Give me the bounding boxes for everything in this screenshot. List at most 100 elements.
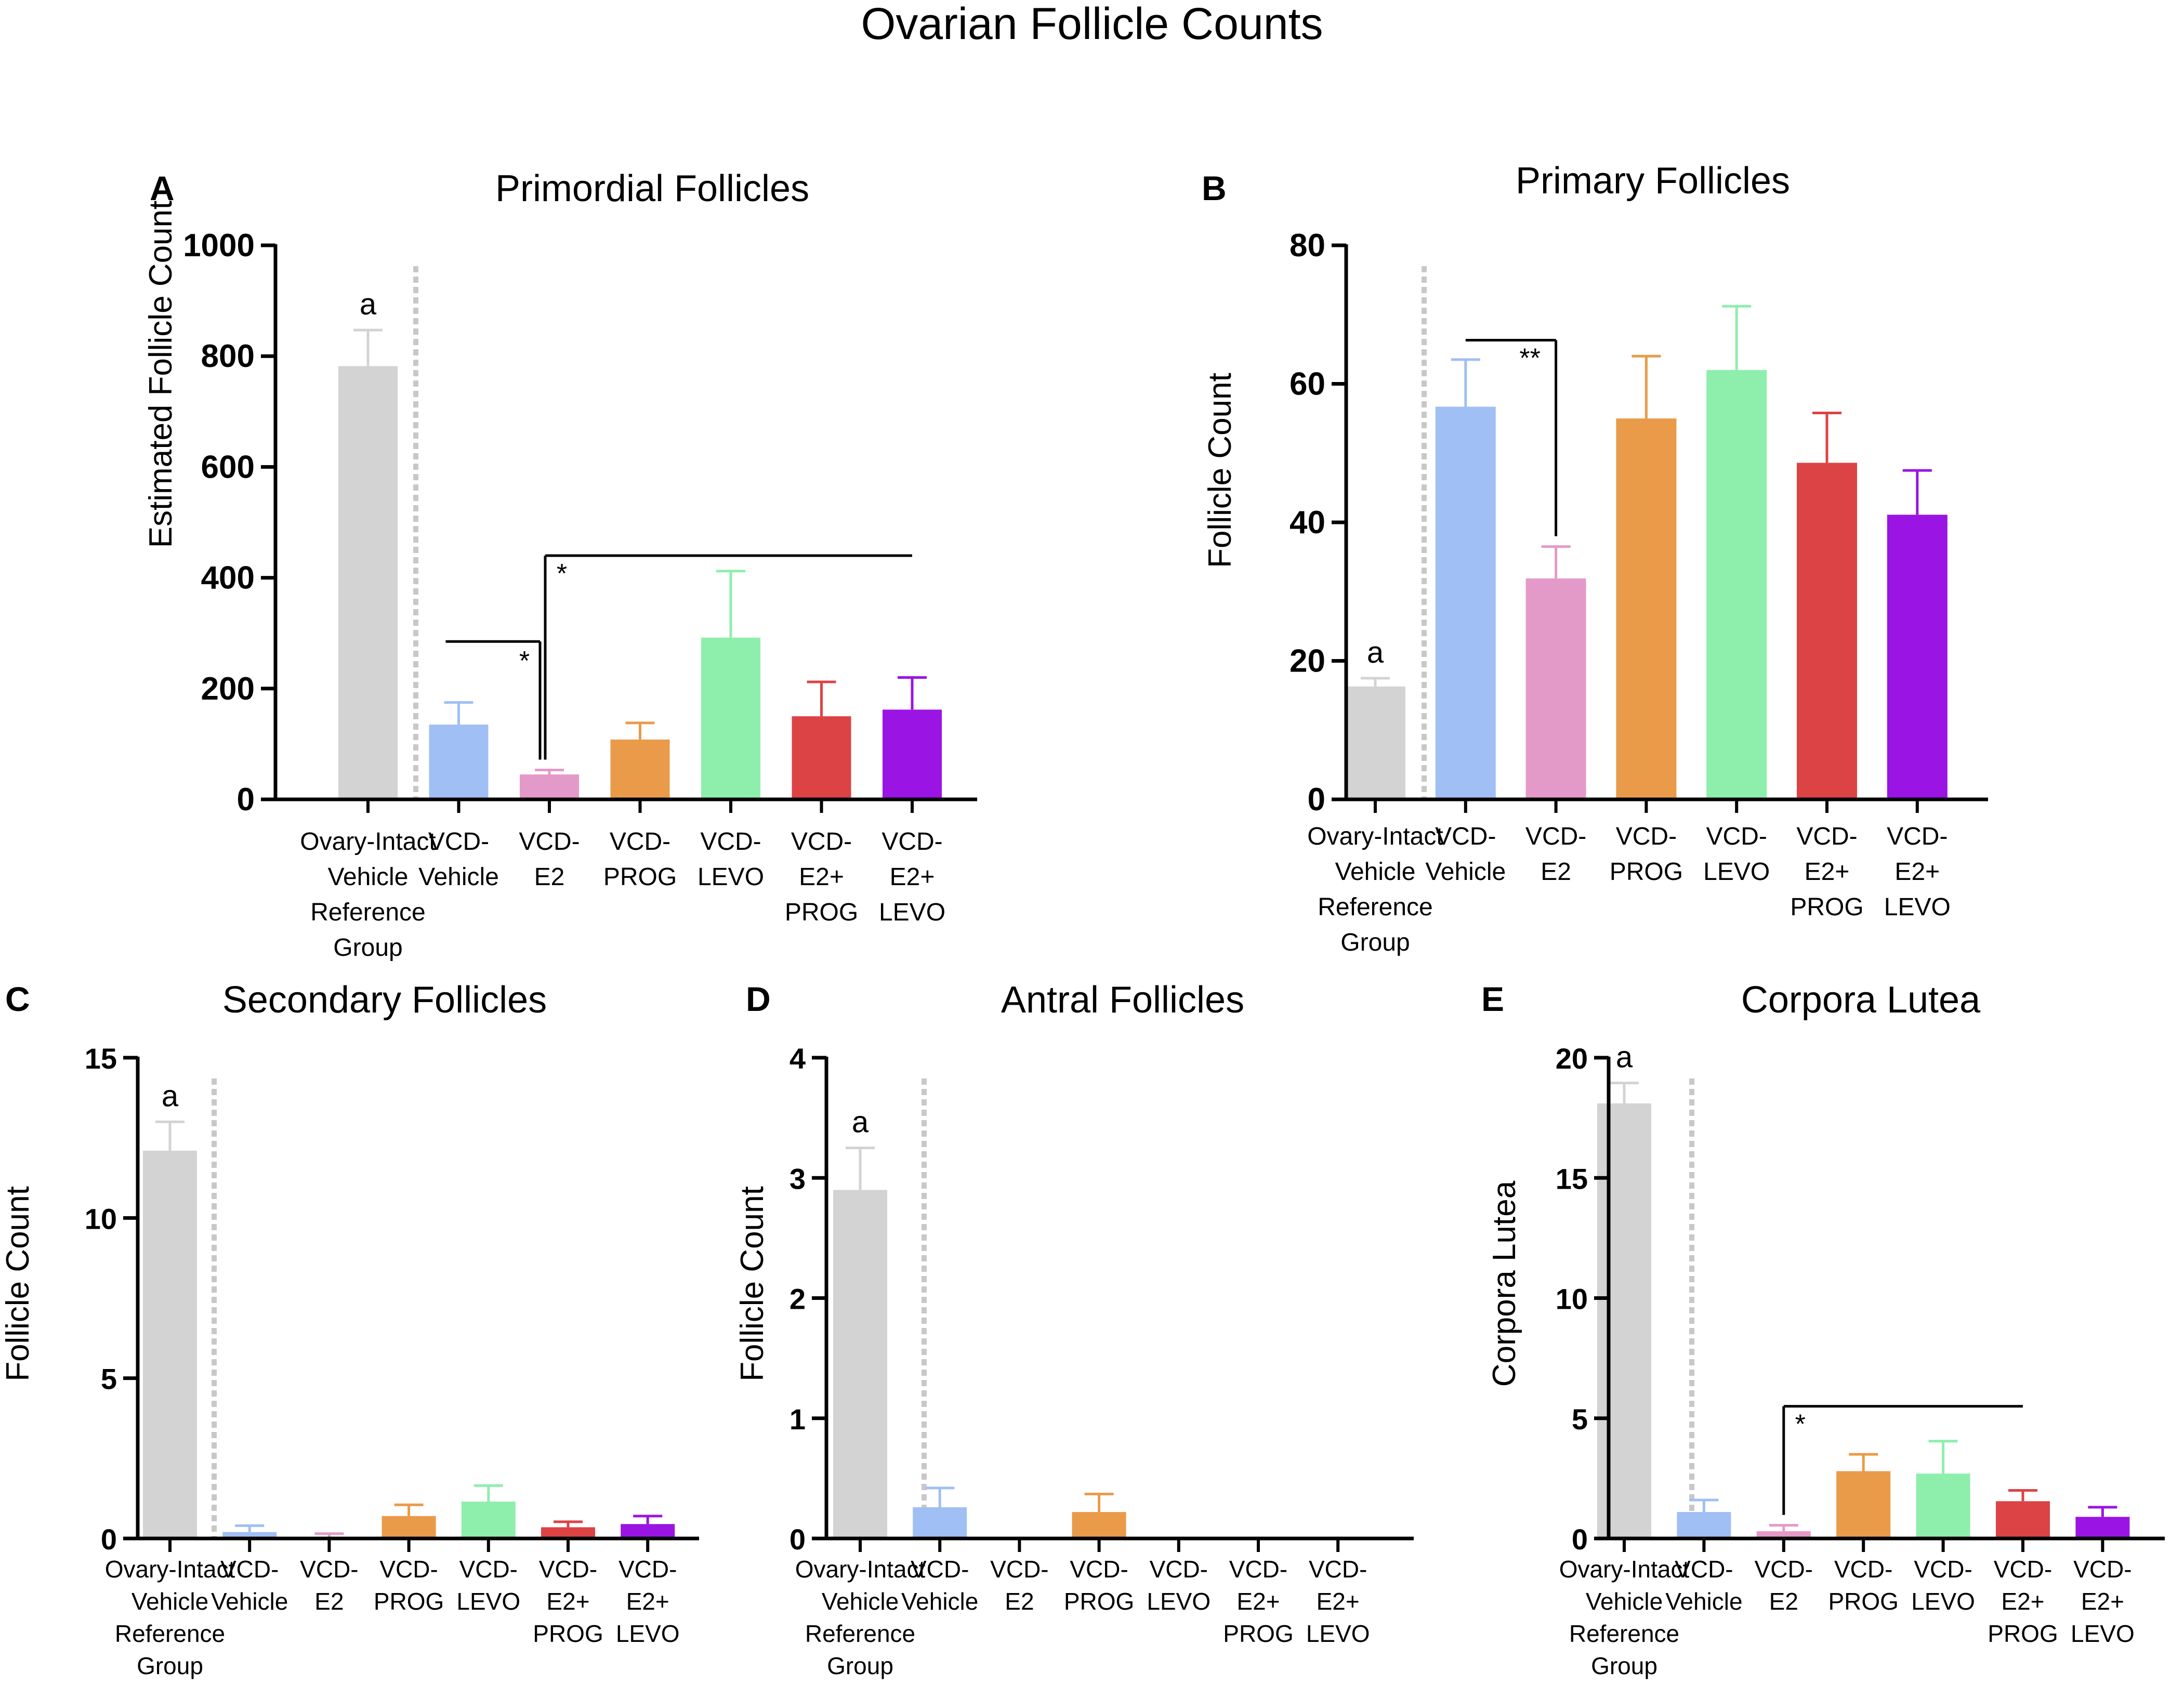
x-tick-label-line: E2 xyxy=(314,1588,344,1615)
x-tick-label-line: VCD- xyxy=(519,828,580,856)
x-tick-label-line: VCD- xyxy=(1706,823,1767,850)
x-tick-label: VCD- PROG xyxy=(374,1556,444,1615)
x-tick-label: VCD- E2+ PROG xyxy=(1790,823,1863,921)
x-tick-label: VCD- E2 xyxy=(519,828,580,891)
x-tick-label: VCD- E2+ PROG xyxy=(1223,1556,1293,1647)
x-tick-label-line: E2+ xyxy=(1236,1588,1280,1615)
bar-vcd-levo xyxy=(701,637,760,799)
x-tick-label: VCD- LEVO xyxy=(1703,823,1770,886)
x-tick-label-line: VCD- xyxy=(1229,1556,1287,1583)
x-tick-label-line: E2+ xyxy=(1894,858,1940,886)
x-tick-label-line: Vehicle xyxy=(1586,1588,1663,1615)
x-tick-label: VCD- LEVO xyxy=(456,1556,520,1615)
y-tick-label: 10 xyxy=(85,1202,117,1235)
x-tick-label-line: VCD- xyxy=(1796,823,1857,850)
x-tick-label-line: PROG xyxy=(1610,858,1683,886)
x-tick-label: VCD- E2+ LEVO xyxy=(2071,1556,2135,1647)
x-tick-label: VCD- PROG xyxy=(1828,1556,1898,1615)
x-tick-label-line: Reference xyxy=(1569,1620,1679,1647)
x-tick-label-line: LEVO xyxy=(456,1588,520,1615)
x-tick-label: VCD- E2+ LEVO xyxy=(1306,1556,1370,1647)
x-tick-label: VCD- Vehicle xyxy=(211,1556,288,1615)
x-tick-label-line: VCD- xyxy=(619,1556,677,1583)
figure-title: Ovarian Follicle Counts xyxy=(861,0,1323,49)
x-tick-label-line: E2 xyxy=(1005,1588,1034,1615)
x-tick-label-line: VCD- xyxy=(2073,1556,2132,1583)
x-tick-label-line: VCD- xyxy=(1914,1556,1972,1583)
x-tick-label: VCD- E2 xyxy=(1525,823,1586,886)
x-tick-label-line: Group xyxy=(1340,929,1410,956)
x-tick-label-line: VCD- xyxy=(1616,823,1677,850)
x-tick-label-line: VCD- xyxy=(459,1556,518,1583)
x-tick-label: VCD- PROG xyxy=(1064,1556,1134,1615)
x-tick-label-line: Vehicle xyxy=(131,1588,208,1615)
x-tick-label-line: LEVO xyxy=(1147,1588,1211,1615)
x-tick-label-line: PROG xyxy=(1988,1620,2058,1647)
panel-title: Primordial Follicles xyxy=(495,168,809,209)
y-tick-label: 5 xyxy=(1572,1403,1588,1436)
panel-d: D Antral Follicles Follicle Count 0 1 2 3 4 Ovar… xyxy=(734,979,1414,1679)
x-tick-label: VCD- E2+ LEVO xyxy=(616,1556,680,1647)
y-tick-label: 0 xyxy=(1308,782,1325,818)
x-tick-label: VCD- Vehicle xyxy=(418,828,499,891)
bar-vcd-prog xyxy=(610,739,670,799)
x-tick-label-line: Group xyxy=(333,934,402,962)
y-tick-label: 0 xyxy=(237,782,255,818)
y-tick-label: 1 xyxy=(790,1403,806,1436)
x-tick-label-line: Vehicle xyxy=(211,1588,288,1615)
bar-vcd-prog xyxy=(1072,1512,1126,1538)
panel-title: Corpora Lutea xyxy=(1741,979,1981,1021)
x-tick-label-line: E2+ xyxy=(546,1588,589,1615)
bar-vcd-e2-levo xyxy=(621,1524,675,1538)
y-axis-label: Corpora Lutea xyxy=(1486,1180,1522,1387)
x-tick-label: VCD- E2+ PROG xyxy=(785,828,858,926)
panel-title: Antral Follicles xyxy=(1001,979,1244,1021)
y-tick-label: 600 xyxy=(201,449,255,485)
x-tick-label-line: PROG xyxy=(785,899,858,926)
x-tick-label-line: E2 xyxy=(1541,858,1571,886)
x-tick-label-line: E2+ xyxy=(2001,1588,2044,1615)
x-tick-label: VCD- PROG xyxy=(603,828,677,891)
x-tick-label-line: PROG xyxy=(1064,1588,1134,1615)
bar-vcd-e2-prog xyxy=(541,1527,595,1538)
y-tick-label: 5 xyxy=(101,1363,117,1396)
significance-star: * xyxy=(557,559,567,589)
x-tick-label-line: VCD- xyxy=(1834,1556,1892,1583)
x-tick-label: VCD- LEVO xyxy=(1911,1556,1975,1615)
bar-vcd-e2 xyxy=(1525,578,1586,799)
x-tick-label-line: Group xyxy=(137,1652,203,1679)
significance-letter: a xyxy=(1616,1041,1633,1074)
bar-reference xyxy=(143,1150,197,1538)
x-tick-label-line: LEVO xyxy=(616,1620,680,1647)
bar-vcd-levo xyxy=(1706,370,1767,799)
x-tick-label: VCD- E2+ LEVO xyxy=(879,828,945,926)
x-tick-label-line: Reference xyxy=(1318,893,1432,921)
panel-a: A Primordial Follicles Estimated Follicle … xyxy=(143,168,977,962)
x-tick-label-line: LEVO xyxy=(879,899,945,926)
x-tick-label-line: Vehicle xyxy=(901,1588,978,1615)
bar-vcd-levo xyxy=(1916,1473,1970,1538)
x-tick-label-line: LEVO xyxy=(1306,1620,1370,1647)
y-tick-label: 15 xyxy=(1556,1162,1588,1195)
x-tick-label-line: E2+ xyxy=(1317,1588,1360,1615)
bar-vcd-e2-prog xyxy=(1797,463,1857,799)
x-tick-label: VCD- LEVO xyxy=(1147,1556,1211,1615)
x-tick-label-line: PROG xyxy=(603,863,677,891)
x-tick-label-line: VCD- xyxy=(220,1556,279,1583)
panel-letter: E xyxy=(1481,980,1504,1018)
x-tick-label-line: VCD- xyxy=(1525,823,1586,850)
bar-reference xyxy=(1345,686,1405,799)
x-tick-label-line: VCD- xyxy=(300,1556,358,1583)
x-tick-label: VCD- Vehicle xyxy=(1425,823,1506,886)
x-tick-label: VCD- E2 xyxy=(990,1556,1048,1615)
x-tick-label-line: VCD- xyxy=(1755,1556,1813,1583)
bar-reference xyxy=(338,366,398,799)
x-tick-label: VCD- PROG xyxy=(1610,823,1683,886)
y-tick-label: 80 xyxy=(1290,228,1325,264)
panel-c: C Secondary Follicles Follicle Count 0 5 10 15… xyxy=(0,979,699,1679)
x-tick-label-line: Vehicle xyxy=(328,863,409,891)
y-tick-label: 60 xyxy=(1290,366,1325,402)
bar-vcd-prog xyxy=(381,1516,436,1538)
panel-letter: C xyxy=(5,980,30,1018)
bar-vcd-e2-prog xyxy=(1996,1501,2050,1538)
